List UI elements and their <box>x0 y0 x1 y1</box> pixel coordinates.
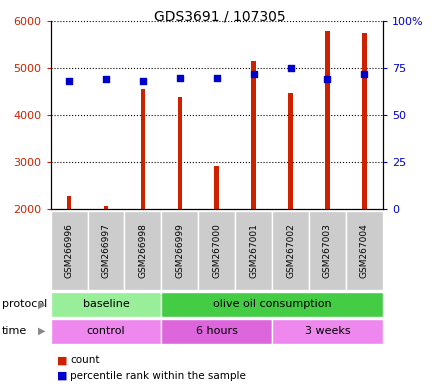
Point <box>361 71 368 77</box>
Bar <box>235 211 272 290</box>
Bar <box>51 211 88 290</box>
Point <box>66 78 73 84</box>
Text: protocol: protocol <box>2 299 48 310</box>
Text: GSM267003: GSM267003 <box>323 223 332 278</box>
Text: baseline: baseline <box>83 299 129 310</box>
Bar <box>161 211 198 290</box>
Bar <box>67 196 71 209</box>
Text: count: count <box>70 355 100 365</box>
Bar <box>251 61 256 209</box>
Bar <box>362 33 367 209</box>
Text: ▶: ▶ <box>38 299 46 310</box>
Text: GSM266996: GSM266996 <box>65 223 73 278</box>
Bar <box>198 211 235 290</box>
Bar <box>346 211 383 290</box>
Text: 6 hours: 6 hours <box>196 326 238 336</box>
Text: ■: ■ <box>57 371 68 381</box>
Point <box>287 65 294 71</box>
Text: ■: ■ <box>57 355 68 365</box>
Bar <box>272 319 383 344</box>
Bar <box>104 206 108 209</box>
Point <box>213 74 220 81</box>
Bar <box>51 319 161 344</box>
Text: ▶: ▶ <box>38 326 46 336</box>
Text: percentile rank within the sample: percentile rank within the sample <box>70 371 246 381</box>
Bar <box>51 292 161 317</box>
Text: control: control <box>87 326 125 336</box>
Bar <box>309 211 346 290</box>
Text: 3 weeks: 3 weeks <box>304 326 350 336</box>
Bar <box>288 93 293 209</box>
Bar <box>161 319 272 344</box>
Text: GSM267002: GSM267002 <box>286 223 295 278</box>
Text: GSM267004: GSM267004 <box>360 223 369 278</box>
Text: GSM266999: GSM266999 <box>175 223 184 278</box>
Point <box>139 78 147 84</box>
Bar <box>141 89 145 209</box>
Bar <box>178 97 182 209</box>
Text: olive oil consumption: olive oil consumption <box>213 299 331 310</box>
Bar <box>88 211 125 290</box>
Text: GSM266997: GSM266997 <box>102 223 110 278</box>
Bar <box>325 31 330 209</box>
Bar <box>161 292 383 317</box>
Text: GDS3691 / 107305: GDS3691 / 107305 <box>154 10 286 23</box>
Point <box>176 74 183 81</box>
Text: GSM266998: GSM266998 <box>138 223 147 278</box>
Text: time: time <box>2 326 27 336</box>
Point <box>103 76 110 83</box>
Bar <box>125 211 161 290</box>
Point <box>324 76 331 83</box>
Point <box>250 71 257 77</box>
Text: GSM267001: GSM267001 <box>249 223 258 278</box>
Bar <box>272 211 309 290</box>
Text: GSM267000: GSM267000 <box>212 223 221 278</box>
Bar <box>214 166 219 209</box>
